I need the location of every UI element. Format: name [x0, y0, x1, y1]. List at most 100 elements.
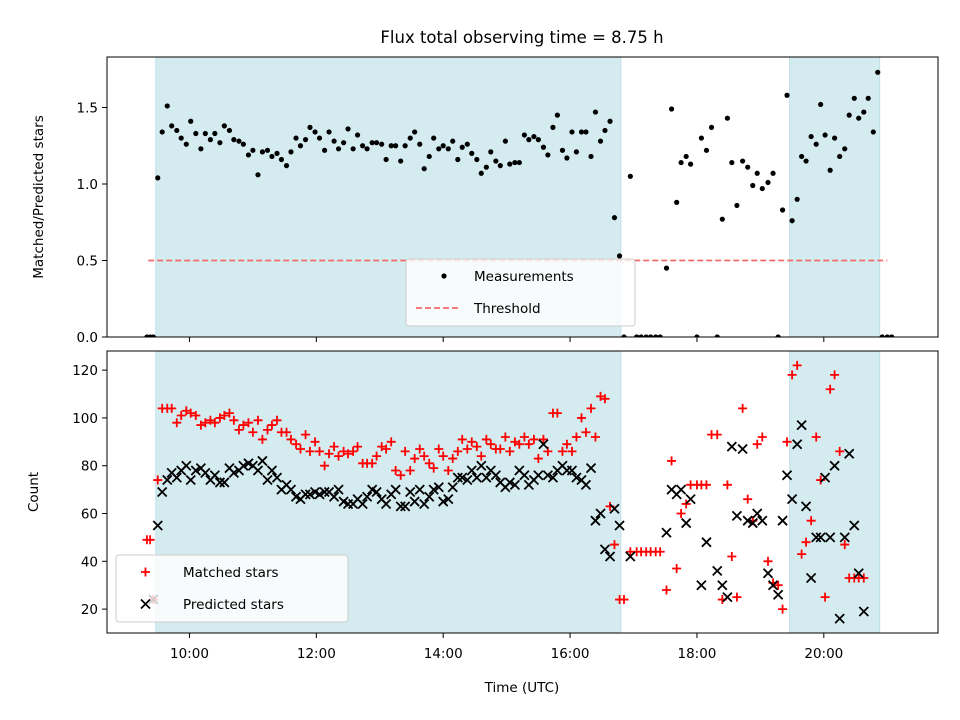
measurement-point	[512, 159, 518, 166]
legend-marker	[441, 273, 447, 279]
predicted-point	[304, 489, 316, 500]
matched-point	[667, 456, 677, 466]
measurement-point	[341, 140, 347, 146]
measurement-point	[861, 109, 867, 115]
matched-point	[586, 403, 596, 413]
legend: Matched stars Predicted stars	[115, 554, 349, 623]
measurement-point	[770, 170, 776, 176]
matched-point	[727, 552, 737, 562]
predicted-point	[625, 551, 636, 562]
measurement-point	[445, 146, 451, 152]
predicted-point	[209, 470, 220, 481]
measurement-point	[759, 185, 765, 192]
matched-point	[524, 439, 534, 449]
matched-point	[701, 480, 711, 490]
legend-marker	[140, 598, 151, 610]
measurement-point	[842, 146, 848, 152]
predicted-point	[257, 455, 268, 467]
y-tick-label: 0.0	[77, 330, 98, 346]
measurement-point	[483, 164, 489, 170]
predicted-point	[815, 532, 826, 543]
measurement-point	[724, 115, 730, 121]
series-matched-stars	[142, 360, 869, 614]
measurement-point	[426, 153, 432, 160]
measurement-point	[794, 196, 800, 202]
measurement-point	[488, 149, 494, 155]
predicted-point	[314, 489, 325, 500]
matched-point	[811, 432, 821, 442]
matched-point	[732, 592, 742, 602]
matched-point	[576, 413, 586, 423]
matched-point	[167, 403, 177, 413]
y-tick-label: 0.5	[77, 253, 98, 269]
measurement-point	[627, 173, 633, 179]
matched-point	[153, 475, 163, 485]
predicted-point	[490, 470, 501, 481]
measurement-point	[540, 144, 547, 150]
measurement-point	[431, 135, 437, 141]
matched-point	[655, 547, 665, 557]
predicted-point	[580, 479, 592, 490]
measurement-point	[259, 149, 266, 155]
measurement-point	[379, 141, 385, 147]
predicted-point	[834, 613, 845, 624]
predicted-point	[414, 484, 425, 495]
predicted-point	[438, 496, 449, 507]
matched-point	[552, 408, 562, 418]
predicted-point	[509, 479, 521, 490]
y-axis-label: Matched/Predicted stars	[31, 115, 47, 278]
measurement-point	[188, 118, 194, 124]
measurement-point	[545, 152, 551, 158]
axes-frame	[106, 350, 939, 634]
measurement-point	[550, 124, 556, 130]
predicted-point	[190, 465, 201, 476]
measurement-point	[278, 156, 285, 163]
matched-point	[386, 437, 396, 447]
measurement-point	[360, 143, 366, 149]
matched-point	[248, 427, 258, 437]
measurement-point	[729, 159, 735, 166]
matched-point	[429, 463, 439, 473]
predicted-point	[390, 484, 401, 495]
legend-box	[405, 258, 636, 327]
predicted-point	[424, 491, 435, 502]
matched-point	[391, 465, 401, 475]
predicted-point	[599, 544, 611, 555]
measurement-point	[440, 143, 446, 149]
measurement-point	[694, 334, 700, 337]
measurement-point	[521, 132, 528, 138]
measurement-point	[159, 129, 165, 135]
matched-point	[353, 442, 363, 452]
matched-point	[743, 494, 753, 504]
predicted-point	[162, 474, 173, 486]
matched-point	[438, 451, 448, 461]
matched-point	[590, 432, 600, 442]
matched-point	[763, 556, 773, 566]
measurement-point	[373, 140, 380, 146]
matched-point	[310, 437, 320, 447]
measurement-point	[750, 182, 756, 189]
y-tick-label: 20	[81, 602, 98, 618]
series-predicted-stars	[148, 419, 869, 624]
measurement-point	[765, 179, 771, 186]
predicted-point	[609, 503, 620, 514]
y-tick-label: 120	[72, 363, 98, 379]
predicted-point	[405, 486, 416, 498]
predicted-point	[238, 460, 249, 471]
matched-point	[186, 408, 196, 418]
measurement-point	[245, 152, 252, 158]
measurement-point	[240, 141, 246, 147]
measurement-point	[813, 141, 819, 147]
predicted-point	[447, 482, 458, 493]
panel-counts: 20 40 60 80 100 120 10:00 12:00 14:00 16:00 18:00 2…	[26, 350, 939, 662]
measurement-point	[354, 132, 361, 138]
matched-point	[782, 437, 792, 447]
measurement-point	[779, 207, 786, 213]
predicted-point	[319, 486, 330, 498]
measurement-point	[674, 199, 680, 205]
predicted-point	[585, 462, 597, 474]
matched-point	[533, 454, 543, 464]
measurement-point	[703, 147, 710, 153]
predicted-point	[800, 501, 812, 512]
